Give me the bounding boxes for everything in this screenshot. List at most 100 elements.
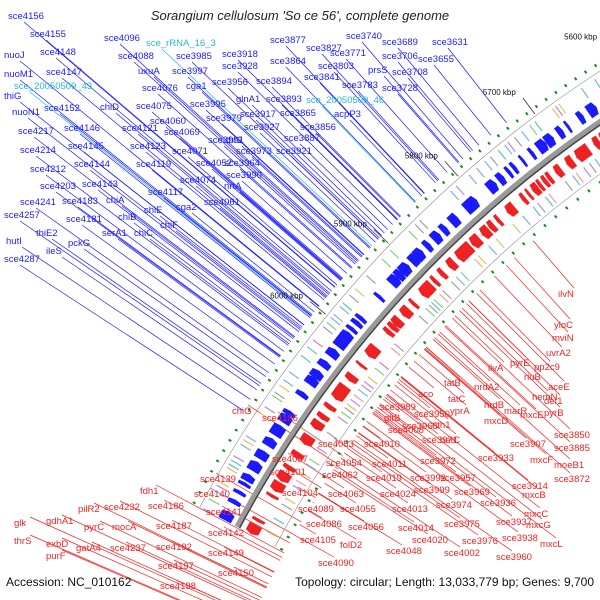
tick-label: 6000 kbp [270, 292, 303, 301]
gene-label: sce4075 [136, 101, 172, 112]
gene-label: sce4063 [328, 489, 364, 500]
gene-label: sce4011 [372, 459, 407, 470]
gene-label: gatA4 [76, 543, 101, 554]
label-connector [163, 197, 312, 317]
gene-label: sce3990 [226, 170, 262, 181]
gene-label: sce4019 [366, 473, 402, 484]
gene-label: aceE [548, 382, 570, 393]
label-connector [312, 501, 315, 504]
gene-label: pp2c9 [534, 362, 560, 373]
gene-label: sce4149 [208, 548, 244, 559]
gene-label: sce4117 [148, 187, 183, 198]
gene-label: sce3927 [244, 122, 280, 133]
label-connector [397, 93, 459, 164]
label-connector [55, 191, 281, 357]
gene-label: sce4144 [74, 159, 110, 170]
cog-ring-inner [266, 158, 600, 538]
gene-label: mxcL [540, 539, 563, 550]
gene-label: sce4008 [388, 425, 424, 436]
gene-label: sce4241 [20, 197, 56, 208]
gene-label: sce4146 [64, 123, 100, 134]
gene-label: sce4052 [196, 158, 232, 169]
gene-label: thr2 [226, 135, 242, 146]
label-connector [378, 404, 405, 425]
label-connector [476, 292, 565, 382]
gene-label: sce4192 [156, 542, 192, 553]
gene-label: sce4140 [194, 489, 230, 500]
gene-label: hutI [6, 236, 22, 247]
gene-label: sce3936 [480, 498, 516, 509]
label-connector [35, 155, 289, 346]
label-connector [117, 238, 280, 358]
label-connector [425, 346, 571, 474]
label-connector [333, 469, 415, 523]
gene-label: sce3964 [224, 158, 260, 169]
tick-mark [373, 229, 389, 244]
gene-label: sce4197 [158, 561, 194, 572]
label-connector [191, 212, 315, 313]
label-connector [205, 109, 364, 256]
label-connector [219, 207, 327, 298]
forward-strand-genes [218, 102, 599, 524]
gene-label: aco [418, 389, 433, 400]
gene-label: nuoJ [4, 50, 25, 61]
tick-label: 5900 kbp [334, 219, 367, 228]
gene-label: pckG [68, 238, 90, 249]
label-connector [21, 246, 251, 400]
label-connector [335, 465, 461, 548]
label-connector [358, 432, 431, 485]
gene-label: sce4101 [270, 467, 306, 478]
label-connector [233, 566, 269, 585]
label-connector [91, 541, 222, 600]
gene-label: chiC [134, 228, 153, 239]
gene-label: sce3991 [208, 135, 244, 146]
label-connector [97, 189, 294, 340]
label-connector [321, 53, 439, 182]
gene-label: mviN [552, 333, 574, 344]
gene-label: mxcF [530, 455, 553, 466]
gene-label: sce4203 [40, 181, 76, 192]
gene-label: sce4089 [298, 504, 334, 515]
gene-label: gltB [384, 413, 400, 424]
gene-label: sce4061 [204, 197, 240, 208]
label-connector [287, 452, 328, 479]
label-connector [61, 549, 179, 600]
label-connector [353, 439, 513, 552]
tick-label: 5600 kbp [564, 32, 597, 41]
gene-label: sce3928 [222, 61, 258, 72]
gene-label: moeB1 [554, 460, 584, 471]
gene-label: sce4187 [156, 521, 192, 532]
gene-label: acpP3 [334, 109, 361, 120]
gene-label: sce4155 [30, 29, 66, 40]
tick-mark [309, 301, 326, 315]
label-connector [115, 112, 331, 294]
label-connector [23, 21, 336, 288]
label-connector [83, 248, 267, 377]
label-connector [386, 393, 439, 435]
label-connector [255, 119, 380, 239]
label-connector [514, 257, 571, 320]
gene-label: sce4090 [318, 558, 354, 569]
label-connector [251, 104, 385, 234]
label-connector [347, 448, 383, 473]
label-connector [394, 384, 457, 435]
label-connector [29, 534, 181, 600]
label-connector [419, 354, 465, 394]
gene-label: sce4053 [318, 439, 354, 450]
label-connector [357, 90, 440, 181]
label-connector [317, 493, 403, 546]
gene-label: sce4142 [208, 528, 244, 539]
label-connector [321, 105, 416, 203]
gene-label: sce3960 [496, 552, 532, 563]
label-connector [159, 215, 303, 328]
label-connector [155, 484, 285, 554]
gene-label: sce3995 [190, 99, 226, 110]
label-connector [452, 317, 571, 430]
gene-label: sce3689 [382, 37, 418, 48]
label-connector [459, 310, 561, 408]
label-connector [61, 77, 327, 299]
gene-label: sce3631 [432, 37, 468, 48]
label-connector [171, 519, 275, 573]
label-connector [437, 333, 491, 382]
gene-label: nuoN1 [12, 107, 40, 118]
